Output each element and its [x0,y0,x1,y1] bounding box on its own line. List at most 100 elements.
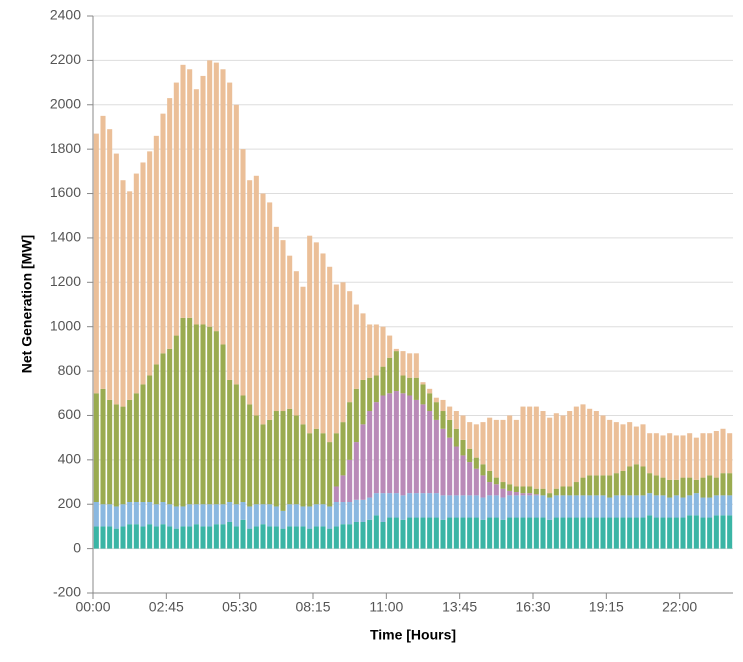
bar-segment [633,517,639,549]
bar-segment [727,515,733,549]
bar-segment [493,517,499,549]
bar-segment [393,517,399,549]
bar-segment [193,89,199,325]
bar-segment [620,470,626,496]
bar-segment [380,395,386,494]
bar-segment [273,526,279,549]
bar-segment [520,486,526,494]
bar-segment [333,284,339,434]
bar-segment [693,515,699,549]
bar-segment [527,495,533,518]
bar-segment [360,424,366,500]
bar-segment [687,495,693,516]
bar-segment [393,391,399,494]
bar-segment [553,413,559,489]
bar-segment [160,353,166,503]
bar-segment [113,506,119,529]
bar-segment [400,351,406,376]
bar-segment [520,517,526,549]
bar-segment [253,415,259,505]
bar-segment [367,497,373,520]
y-tick-label: 1800 [50,140,81,156]
x-tick-label: 08:15 [295,599,330,615]
bar-segment [93,393,99,503]
bar-segment [340,422,346,476]
bar-segment [93,502,99,527]
bar-segment [120,180,126,407]
bar-segment [513,419,519,487]
bar-segment [267,526,273,549]
bar-segment [353,499,359,522]
bar-segment [500,519,506,549]
bar-segment [287,408,293,505]
bar-segment [400,393,406,496]
bar-segment [453,495,459,518]
bar-segment [493,419,499,478]
bar-segment [333,486,339,503]
bar-segment [360,379,366,425]
bar-segment [153,135,159,365]
bar-segment [373,375,379,403]
bar-segment [527,517,533,549]
bar-segment [380,366,386,396]
bar-segment [227,502,233,522]
bar-segment [387,493,393,518]
bar-segment [407,517,413,549]
bar-segment [653,495,659,518]
bar-segment [627,495,633,518]
bar-segment [560,495,566,518]
bar-segment [540,488,546,496]
bar-segment [653,517,659,549]
y-tick-label: 1000 [50,317,81,333]
bar-segment [660,435,666,478]
bar-segment [453,428,459,447]
bar-segment [247,404,253,507]
bar-segment [533,494,539,496]
bar-segment [700,433,706,478]
bar-segment [453,517,459,549]
bar-segment [420,384,426,405]
bar-segment [147,151,153,376]
bar-segment [460,415,466,440]
bar-segment [553,488,559,496]
bar-segment [507,490,513,496]
bar-segment [660,517,666,549]
bar-segment [307,235,313,434]
bar-segment [180,506,186,527]
bar-segment [587,475,593,496]
bar-segment [300,526,306,549]
bar-segment [167,504,173,527]
bar-segment [680,517,686,549]
bar-segment [127,399,133,503]
bar-segment [193,504,199,525]
bar-segment [513,486,519,493]
bar-segment [447,517,453,549]
bar-segment [473,495,479,518]
bar-segment [580,477,586,496]
bar-segment [413,377,419,400]
bar-segment [393,351,399,392]
bar-segment [120,526,126,549]
y-tick-label: 1400 [50,229,81,245]
bar-segment [120,406,126,505]
bar-segment [133,524,139,549]
y-tick-label: -200 [53,584,81,600]
bar-segment [593,411,599,476]
bar-segment [273,411,279,507]
bar-segment [580,517,586,549]
bar-segment [567,517,573,549]
y-tick-label: 200 [58,495,82,511]
bar-segment [527,493,533,496]
bar-segment [360,499,366,522]
bar-segment [680,435,686,478]
bar-segment [480,519,486,549]
bar-segment [327,442,333,507]
bar-segment [567,495,573,518]
bar-segment [700,517,706,549]
bar-segment [700,497,706,518]
bar-segment [253,175,259,416]
bar-segment [107,129,113,400]
bar-segment [667,517,673,549]
bar-segment [253,504,259,527]
bar-segment [473,468,479,496]
